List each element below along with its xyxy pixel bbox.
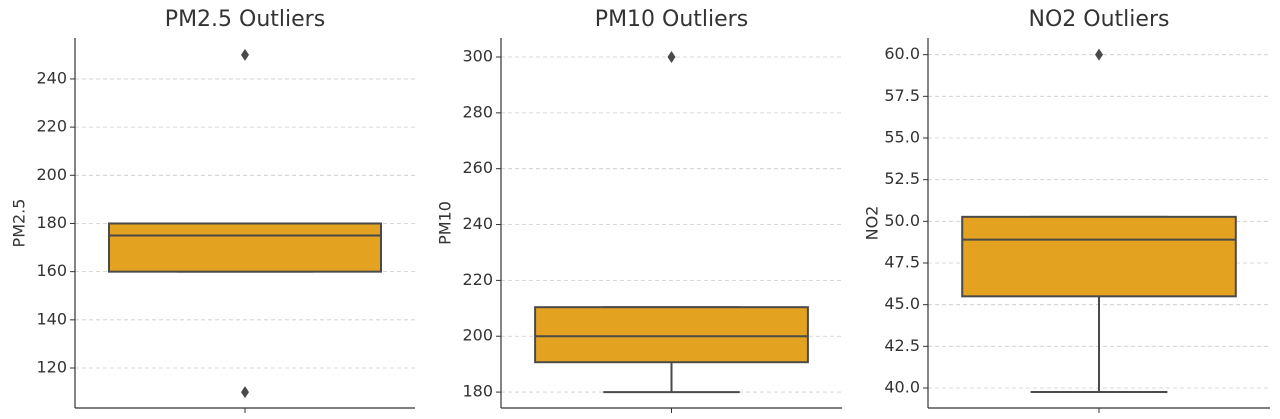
y-tick-label: 240: [462, 214, 493, 233]
chart-title: PM10 Outliers: [595, 7, 748, 32]
y-tick-label: 55.0: [884, 128, 920, 147]
y-axis-label: PM10: [436, 201, 455, 245]
chart-title: PM2.5 Outliers: [165, 7, 325, 32]
outlier: [1095, 48, 1103, 61]
y-tick-label: 240: [36, 68, 67, 87]
y-tick-label: 52.5: [884, 169, 920, 188]
outlier: [241, 48, 249, 61]
y-tick-label: 45.0: [884, 294, 920, 313]
y-tick-label: 280: [462, 102, 493, 121]
y-axis-label: NO2: [863, 206, 882, 241]
y-tick-label: 120: [36, 358, 67, 377]
outlier: [667, 50, 676, 63]
y-tick-label: 220: [36, 117, 67, 136]
box: [961, 215, 1237, 298]
y-tick-label: 220: [462, 270, 493, 289]
chart-title: NO2 Outliers: [1029, 7, 1170, 32]
y-tick-label: 180: [462, 382, 493, 401]
y-tick-label: 42.5: [884, 336, 920, 355]
y-axis-label: PM2.5: [10, 199, 29, 248]
y-tick-label: 200: [462, 326, 493, 345]
y-tick-label: 200: [36, 165, 67, 184]
y-tick-label: 180: [36, 213, 67, 232]
box: [534, 306, 809, 364]
y-tick-label: 57.5: [884, 86, 920, 105]
y-tick-label: 60.0: [884, 44, 920, 63]
y-tick-label: 260: [462, 158, 493, 177]
y-tick-label: 40.0: [884, 378, 920, 397]
outlier: [241, 386, 249, 399]
y-tick-label: 160: [36, 261, 67, 280]
y-tick-label: 47.5: [884, 253, 920, 272]
y-tick-label: 50.0: [884, 211, 920, 230]
y-tick-label: 140: [36, 309, 67, 328]
box: [108, 222, 382, 273]
y-tick-label: 300: [462, 46, 493, 65]
